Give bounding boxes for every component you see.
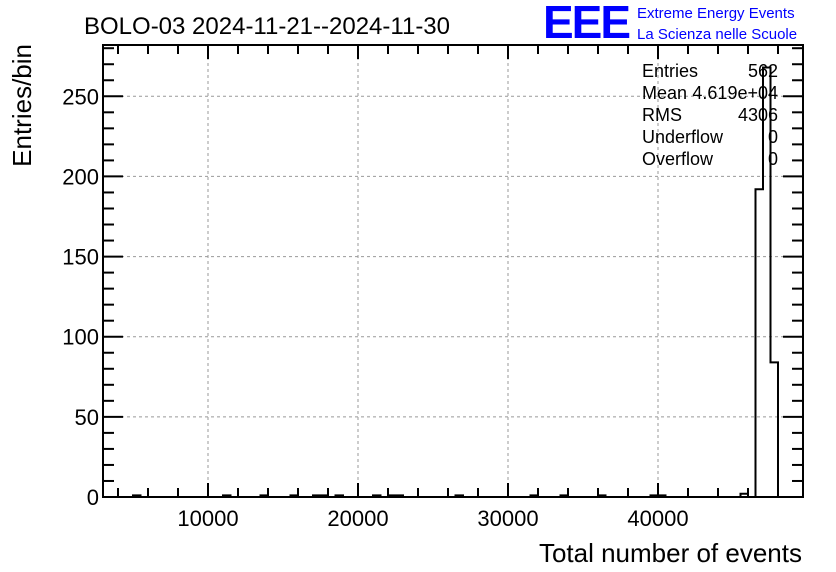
x-tick-label: 40000 xyxy=(627,506,688,531)
y-axis-label: Entries/bin xyxy=(7,44,37,167)
plot-frame xyxy=(102,44,804,498)
chart-title: BOLO-03 2024-11-21--2024-11-30 xyxy=(84,13,450,40)
stats-label: Overflow xyxy=(642,149,714,169)
logo-line2: La Scienza nelle Scuole xyxy=(637,26,797,43)
stats-value: 4.619e+04 xyxy=(692,83,778,103)
tick-labels: 10000 20000 30000 40000 0 50 100 150 200 250 xyxy=(62,84,688,531)
stats-value: 0 xyxy=(768,127,778,147)
logo-mark: EEE xyxy=(543,0,629,48)
stats-value: 0 xyxy=(768,149,778,169)
stats-label: RMS xyxy=(642,105,682,125)
y-tick-label: 100 xyxy=(62,325,99,350)
y-tick-label: 50 xyxy=(75,405,99,430)
y-tick-label: 150 xyxy=(62,245,99,270)
stats-box: Entries 562 Mean 4.619e+04 RMS 4306 Underflow 0… xyxy=(642,61,778,169)
y-tick-label: 0 xyxy=(87,485,99,510)
stats-label: Mean xyxy=(642,83,687,103)
logo-line1: Extreme Energy Events xyxy=(637,5,795,22)
x-tick-label: 30000 xyxy=(477,506,538,531)
x-tick-label: 20000 xyxy=(327,506,388,531)
y-tick-label: 250 xyxy=(62,84,99,109)
stats-label: Entries xyxy=(642,61,698,81)
x-tick-label: 10000 xyxy=(177,506,238,531)
histogram-bin xyxy=(770,362,777,497)
histogram-bin xyxy=(755,189,762,497)
x-axis-label: Total number of events xyxy=(539,538,802,568)
y-tick-label: 200 xyxy=(62,164,99,189)
stats-value: 562 xyxy=(748,61,778,81)
eee-logo: EEE Extreme Energy Events La Scienza nel… xyxy=(543,0,797,48)
axis-ticks xyxy=(103,45,803,497)
stats-value: 4306 xyxy=(738,105,778,125)
grid xyxy=(103,45,803,497)
stats-label: Underflow xyxy=(642,127,724,147)
